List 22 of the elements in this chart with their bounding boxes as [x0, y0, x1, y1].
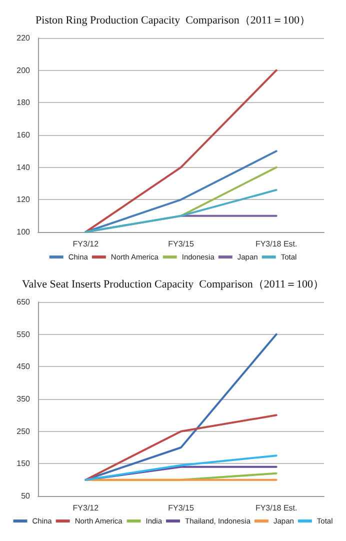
x-tick-label: FY3/12 [72, 504, 100, 512]
x-tick-label: FY3/18 Est. [255, 240, 298, 248]
x-tick-label: FY3/12 [72, 240, 100, 248]
y-tick-label: 100 [16, 228, 31, 236]
y-tick-label: 650 [16, 298, 31, 306]
y-tick-label: 140 [16, 162, 31, 172]
y-tick-label: 160 [16, 130, 31, 140]
y-tick-label: 150 [16, 459, 31, 468]
y-tick-label: 200 [16, 66, 31, 75]
chart-title: Valve Seat Inserts Production Capacity Comparison（2011＝100） [22, 278, 324, 290]
x-tick-label: FY3/15 [168, 504, 194, 512]
y-tick-label: 180 [16, 98, 31, 108]
y-tick-label: 450 [16, 362, 31, 372]
y-tick-label: 350 [16, 394, 31, 404]
y-tick-label: 550 [16, 330, 31, 339]
chart-title: Piston Ring Production Capacity Comparison（2011＝100） [36, 14, 310, 26]
y-tick-label: 220 [16, 34, 31, 42]
y-tick-label: 250 [16, 426, 31, 436]
y-tick-label: 50 [21, 492, 31, 500]
x-tick-label: FY3/15 [168, 240, 194, 248]
y-tick-label: 120 [16, 195, 31, 204]
x-tick-label: FY3/18 Est. [255, 504, 298, 512]
